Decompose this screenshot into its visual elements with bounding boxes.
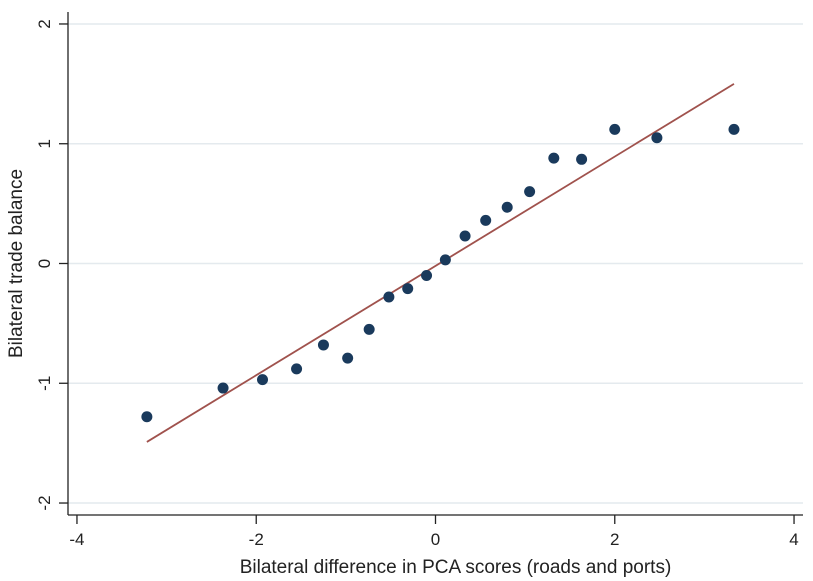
data-point-2 (257, 374, 269, 386)
data-point-9 (421, 269, 433, 281)
data-point-8 (402, 283, 414, 295)
y-axis-title: Bilateral trade balance (6, 169, 27, 358)
y-tick-label-3: 1 (35, 139, 54, 148)
y-tick-label-4: 2 (35, 19, 54, 28)
data-points (141, 123, 740, 423)
data-point-15 (548, 152, 560, 164)
data-point-3 (291, 363, 303, 375)
x-tick-label-1: -2 (249, 530, 264, 549)
fit-line-group (146, 83, 735, 443)
y-tick-label-2: 0 (35, 259, 54, 268)
data-point-0 (141, 411, 153, 423)
x-ticks: -4 -2 0 2 4 (69, 515, 799, 549)
data-point-11 (459, 230, 471, 242)
data-point-19 (728, 123, 740, 135)
data-point-6 (363, 323, 375, 335)
data-point-7 (383, 291, 395, 303)
data-point-17 (609, 123, 621, 135)
data-point-10 (439, 254, 451, 266)
fit-line (146, 83, 735, 443)
data-point-14 (524, 186, 536, 198)
data-point-16 (576, 153, 588, 165)
data-point-12 (480, 214, 492, 226)
data-point-13 (501, 201, 513, 213)
y-ticks: -2 -1 0 1 2 (35, 19, 68, 511)
x-tick-label-4: 4 (789, 530, 798, 549)
data-point-1 (217, 382, 229, 394)
grid-lines (68, 23, 803, 504)
data-point-18 (651, 132, 663, 144)
y-tick-label-1: -1 (35, 376, 54, 391)
x-tick-label-2: 0 (431, 530, 440, 549)
x-tick-label-0: -4 (69, 530, 84, 549)
x-tick-label-3: 2 (610, 530, 619, 549)
data-point-4 (317, 339, 329, 351)
y-tick-label-0: -2 (35, 495, 54, 510)
data-point-5 (342, 352, 354, 364)
x-axis-title: Bilateral difference in PCA scores (road… (240, 557, 672, 578)
